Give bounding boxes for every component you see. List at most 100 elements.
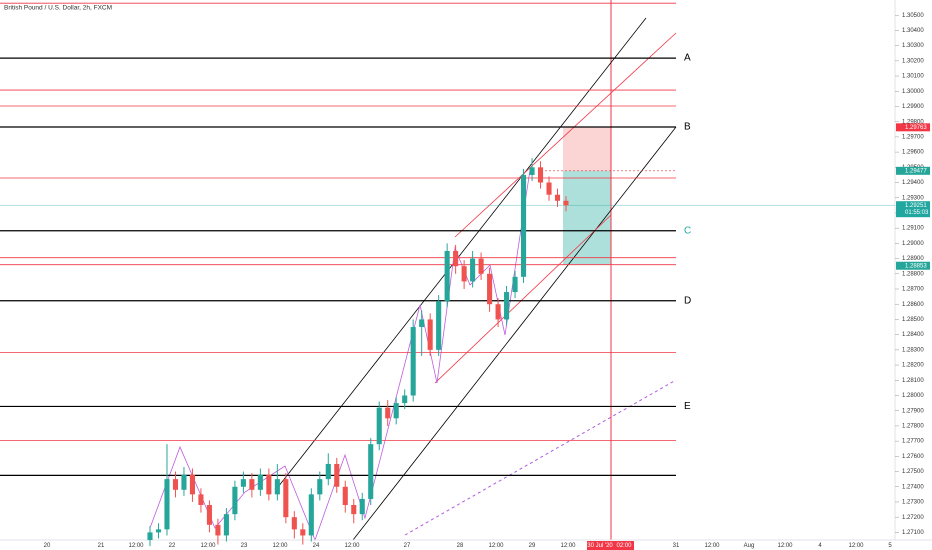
x-tick-label: 12:00 [560, 543, 576, 549]
candle-body [419, 319, 425, 328]
x-label-highlight [614, 541, 634, 550]
price-tag-label: 1.28853 [905, 263, 927, 269]
candle-body [537, 167, 544, 183]
y-tick-label: 1.27600 [902, 454, 924, 460]
candle-body [291, 517, 297, 530]
candle-body [274, 479, 280, 495]
candle-body [206, 505, 212, 525]
y-tick-label: 1.28600 [902, 302, 924, 308]
x-tick-label: 12:00 [200, 543, 216, 549]
candle-body [249, 479, 255, 490]
candle-body [215, 524, 221, 536]
y-tick-label: 1.30000 [902, 89, 924, 95]
y-tick-label: 1.27200 [902, 515, 924, 521]
price-tag-label: 1.29251 [905, 203, 927, 209]
candle-body [317, 479, 323, 495]
candle-body [376, 407, 382, 445]
x-tick-label: 31 [673, 543, 680, 549]
y-tick-label: 1.30100 [902, 74, 924, 80]
channel-line [434, 214, 612, 384]
candle-body [393, 403, 399, 419]
x-tick-label: 12:00 [344, 543, 360, 549]
candle-body [223, 514, 229, 536]
y-tick-label: 1.29700 [902, 134, 924, 140]
y-tick-label: 1.29000 [902, 241, 924, 247]
candle-body [385, 407, 391, 419]
trend-line [404, 379, 677, 536]
y-tick-label: 1.29900 [902, 104, 924, 110]
candle-body [257, 474, 263, 490]
x-tick-label: 02:00 [616, 543, 632, 549]
candle-body [546, 182, 552, 195]
price-tag-label: 1.29763 [905, 125, 927, 131]
candle-body [283, 479, 289, 518]
candle-body [478, 258, 484, 274]
channel-line [277, 17, 647, 488]
price-tag [896, 166, 930, 175]
candle-body [529, 167, 535, 175]
candle-body [359, 498, 365, 515]
y-tick-label: 1.27700 [902, 439, 924, 445]
candle-body [410, 327, 416, 396]
reward-zone [563, 171, 611, 265]
x-tick-label: 12:00 [128, 543, 144, 549]
y-tick-label: 1.28400 [902, 332, 924, 338]
y-tick-label: 1.28000 [902, 393, 924, 399]
x-tick-label: Aug [744, 543, 755, 549]
candle-body [325, 463, 331, 480]
x-tick-label: 30 Jul '20 [587, 543, 613, 549]
candle-body [198, 494, 204, 506]
candle-body [334, 463, 340, 487]
candle-body [172, 479, 179, 490]
level-label: E [684, 401, 691, 412]
level-label: A [684, 53, 691, 64]
candle-body [436, 301, 442, 350]
y-tick-label: 1.29600 [902, 150, 924, 156]
risk-zone [563, 127, 611, 171]
level-label: D [684, 295, 691, 306]
y-tick-label: 1.28800 [902, 271, 924, 277]
level-label: C [684, 225, 691, 236]
price-tag [896, 261, 930, 270]
y-tick-label: 1.27900 [902, 408, 924, 414]
y-tick-label: 1.30500 [902, 13, 924, 19]
countdown: 01:55:03 [905, 210, 929, 216]
y-tick-label: 1.29400 [902, 180, 924, 186]
y-tick-label: 1.27800 [902, 423, 924, 429]
y-tick-label: 1.29300 [902, 195, 924, 201]
price-tag [896, 123, 930, 132]
candle-body [266, 474, 272, 495]
y-tick-label: 1.27300 [902, 500, 924, 506]
x-tick-label: 12:00 [777, 543, 793, 549]
x-tick-label: 12:00 [488, 543, 504, 549]
x-tick-label: 21 [98, 543, 105, 549]
candle-body [461, 266, 467, 282]
candle-body [504, 292, 510, 320]
y-tick-label: 1.27100 [902, 530, 924, 536]
candle-body [155, 529, 162, 533]
candle-body [521, 174, 527, 277]
y-tick-label: 1.28300 [902, 347, 924, 353]
candle-body [368, 444, 374, 499]
y-tick-label: 1.27500 [902, 469, 924, 475]
y-tick-label: 1.27400 [902, 484, 924, 490]
drawings [149, 0, 677, 542]
candle-body [181, 474, 187, 490]
channel-line [454, 32, 677, 238]
candle-body [427, 319, 433, 350]
x-tick-label: 12:00 [272, 543, 288, 549]
x-tick-label: 23 [241, 543, 248, 549]
candle-body [164, 479, 170, 530]
candle-body [300, 529, 306, 536]
candle-body [470, 258, 476, 282]
y-tick-label: 1.28900 [902, 256, 924, 262]
y-tick-label: 1.29100 [902, 226, 924, 232]
candle-body [342, 486, 348, 506]
y-tick-label: 1.30200 [902, 58, 924, 64]
y-tick-label: 1.28200 [902, 363, 924, 369]
chart-title: British Pound / U.S. Dollar, 2h, FXCM [4, 5, 112, 12]
x-label-highlight [587, 541, 614, 550]
candle-body [563, 200, 569, 206]
candle-body [444, 250, 450, 302]
